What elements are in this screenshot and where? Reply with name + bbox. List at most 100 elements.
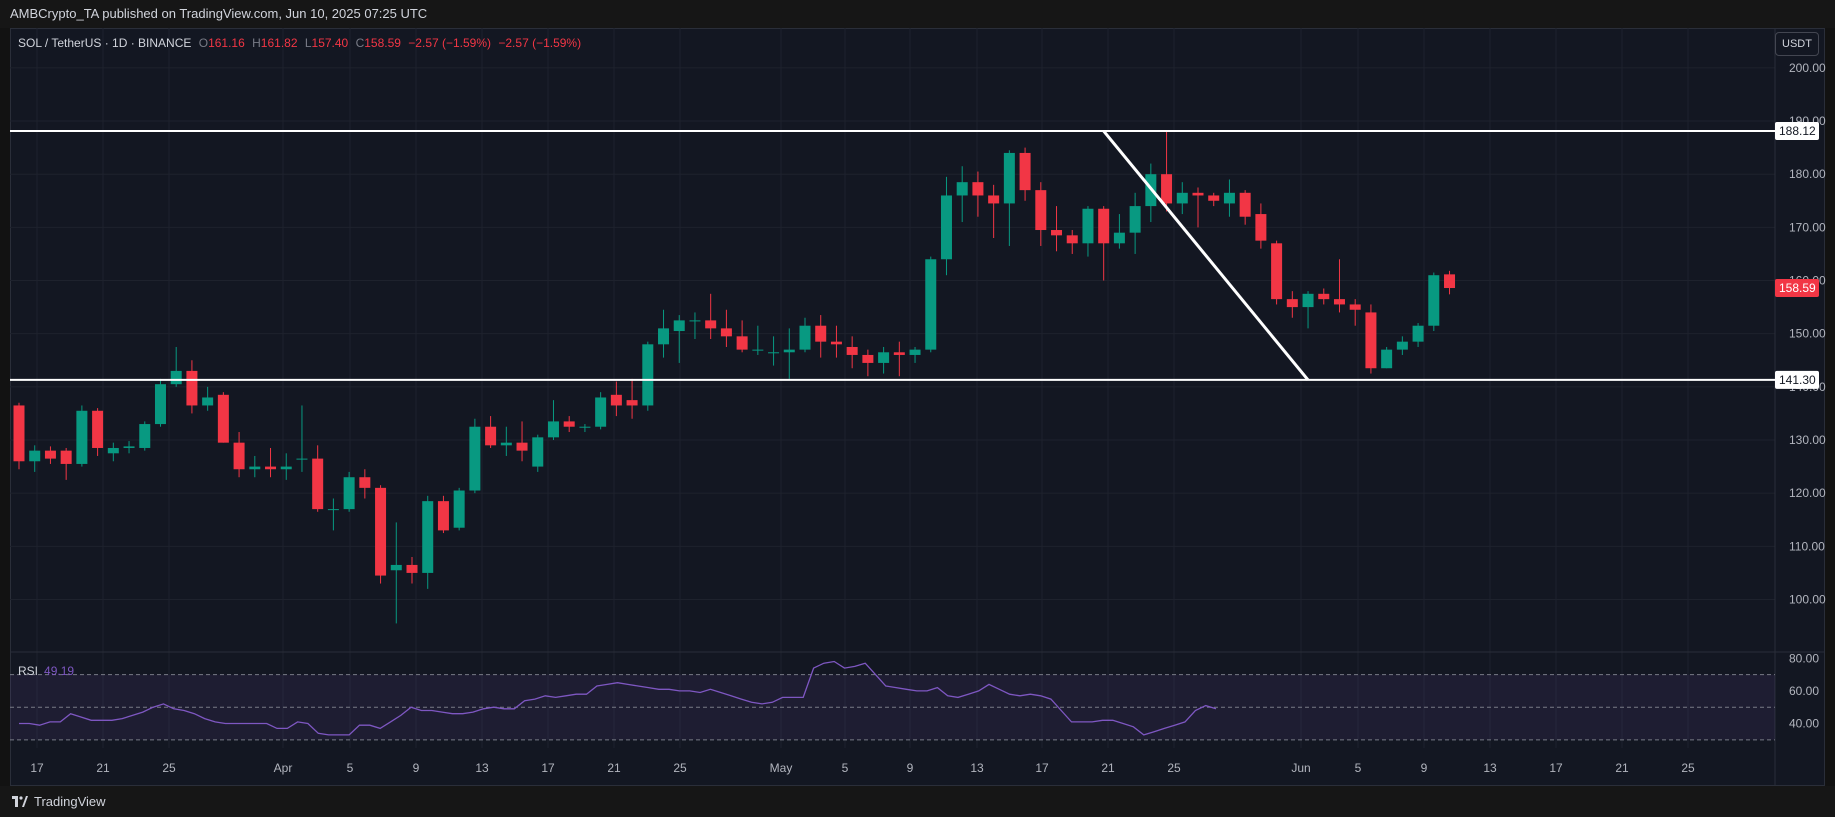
open-label: O	[198, 36, 209, 50]
candle-body	[469, 426, 481, 491]
candle	[422, 495, 434, 589]
candle-body	[768, 352, 780, 354]
candle	[92, 408, 104, 456]
price-tick-label: 200.00	[1789, 61, 1826, 75]
chart-area[interactable]	[10, 28, 1825, 786]
candle-body	[893, 352, 905, 355]
candle-body	[485, 426, 497, 446]
candle-body	[579, 426, 591, 428]
axis-layer: 200.00190.00180.00170.00160.00150.00140.…	[30, 61, 1826, 775]
candle	[1396, 336, 1408, 355]
candle	[1161, 131, 1173, 212]
candle-body	[1223, 192, 1235, 204]
candle	[799, 317, 811, 353]
candle	[1349, 299, 1361, 326]
candle-body	[343, 477, 355, 510]
rsi-value: 49.19	[44, 664, 75, 678]
candle	[1381, 346, 1393, 369]
candle-body	[375, 487, 387, 576]
rsi-tick-label: 80.00	[1789, 651, 1819, 665]
currency-button[interactable]: USDT	[1775, 32, 1819, 56]
high-label: H	[252, 36, 261, 50]
candle-body	[1396, 341, 1408, 350]
candle-body	[626, 400, 638, 406]
candle	[830, 325, 842, 358]
candle	[1239, 190, 1251, 225]
candle-body	[988, 195, 1000, 204]
support-price-label: 141.30	[1779, 373, 1816, 387]
candle	[1035, 182, 1047, 246]
candle-body	[532, 437, 544, 467]
time-tick-label: 5	[1355, 761, 1362, 775]
time-tick-label: May	[770, 761, 793, 775]
candle	[1113, 214, 1125, 249]
candle-body	[76, 410, 88, 464]
candle	[815, 315, 827, 358]
change-value: −2.57 (−1.59%)	[408, 36, 492, 50]
time-tick-label: 17	[1035, 761, 1049, 775]
candle-body	[422, 501, 434, 573]
candle-body	[233, 442, 245, 470]
candle	[1051, 206, 1063, 252]
candle	[547, 400, 559, 441]
time-tick-label: 25	[673, 761, 687, 775]
candle	[1286, 291, 1298, 318]
candle	[154, 378, 166, 427]
publisher-header: AMBCrypto_TA published on TradingView.co…	[0, 0, 1835, 28]
trendline	[1102, 130, 1310, 381]
candle-body	[1019, 152, 1031, 191]
time-tick-label: 25	[1167, 761, 1181, 775]
time-tick-label: 5	[842, 761, 849, 775]
candle	[579, 424, 591, 433]
candle	[1003, 150, 1015, 246]
candle-body	[406, 564, 418, 573]
candle	[312, 445, 324, 512]
candle	[1333, 259, 1345, 313]
candle-layer	[13, 131, 1456, 624]
candle-body	[500, 442, 512, 446]
candle	[453, 487, 465, 531]
candle	[233, 432, 245, 478]
candle-body	[1286, 299, 1298, 308]
candle-body	[170, 370, 182, 385]
candle-body	[1129, 206, 1141, 233]
open-value: 161.16	[208, 36, 245, 50]
candle	[13, 402, 25, 470]
candle	[673, 315, 685, 363]
candle-body	[815, 325, 827, 342]
candle-body	[925, 259, 937, 350]
candle	[123, 441, 135, 454]
candle-body	[1444, 274, 1456, 289]
candle	[1192, 187, 1204, 228]
rsi-line	[19, 660, 1217, 736]
candle	[925, 256, 937, 353]
candle	[720, 309, 732, 347]
candle	[1098, 206, 1110, 281]
candle-body	[1271, 243, 1283, 300]
candle-body	[972, 182, 984, 196]
candle	[139, 421, 151, 451]
candle	[375, 485, 387, 584]
symbol-name[interactable]: SOL / TetherUS · 1D · BINANCE	[18, 36, 192, 50]
tradingview-logo-icon[interactable]	[12, 787, 28, 817]
candle	[107, 442, 119, 462]
candle-body	[29, 450, 41, 462]
time-tick-label: 5	[347, 761, 354, 775]
candle	[1428, 272, 1440, 332]
candle-body	[92, 410, 104, 448]
price-tick-label: 150.00	[1789, 327, 1826, 341]
footer-brand[interactable]: TradingView	[34, 794, 106, 809]
candle-body	[453, 490, 465, 528]
candle	[500, 426, 512, 456]
footer: TradingView	[0, 786, 1835, 817]
candle-body	[673, 320, 685, 332]
low-label: L	[304, 36, 312, 50]
candle	[626, 378, 638, 419]
candle	[1082, 206, 1094, 257]
candle-body	[1318, 293, 1330, 300]
candle	[1365, 304, 1377, 374]
candle-body	[1003, 152, 1015, 204]
candle-body	[783, 349, 795, 353]
candle-body	[1208, 195, 1220, 201]
